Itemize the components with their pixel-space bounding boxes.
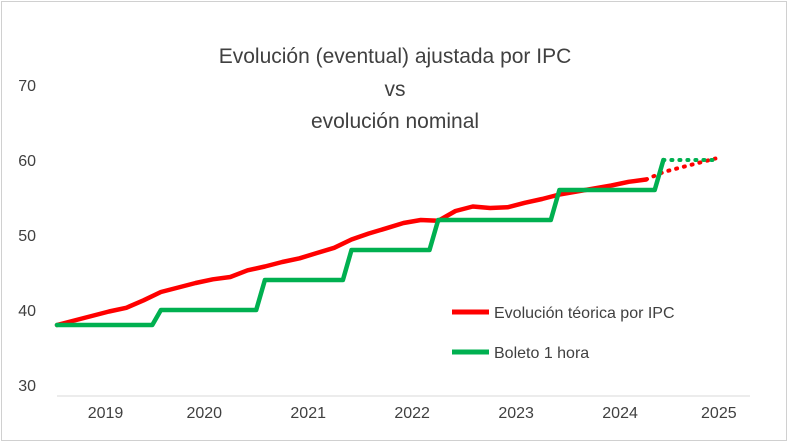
x-tick-label-2020: 2020 (186, 405, 222, 422)
y-tick-label-40: 40 (18, 303, 36, 320)
legend-label-boleto: Boleto 1 hora (494, 345, 589, 362)
y-tick-label-30: 30 (18, 378, 36, 395)
legend: Evolución téorica por IPC Boleto 1 hora (452, 305, 675, 362)
y-axis-labels: 30 40 50 60 70 (18, 78, 36, 395)
chart-title-line-3: evolución nominal (310, 110, 480, 133)
y-tick-label-50: 50 (18, 228, 36, 245)
x-tick-label-2021: 2021 (290, 405, 326, 422)
x-tick-label-2024: 2024 (602, 405, 638, 422)
y-tick-label-70: 70 (18, 78, 36, 95)
x-axis: 2019 2020 2021 2022 2023 2024 2025 (57, 395, 750, 422)
x-tick-label-2025: 2025 (701, 405, 737, 422)
series-layer (54, 156, 718, 328)
x-tick-label-2022: 2022 (394, 405, 430, 422)
legend-label-ipc: Evolución téorica por IPC (494, 305, 675, 322)
chart-title-line-1: Evolución (eventual) ajustada por IPC (218, 45, 572, 68)
x-tick-label-2019: 2019 (88, 405, 124, 422)
y-tick-label-60: 60 (18, 153, 36, 170)
x-tick-label-2023: 2023 (498, 405, 534, 422)
chart-title-line-2: vs (384, 78, 406, 101)
